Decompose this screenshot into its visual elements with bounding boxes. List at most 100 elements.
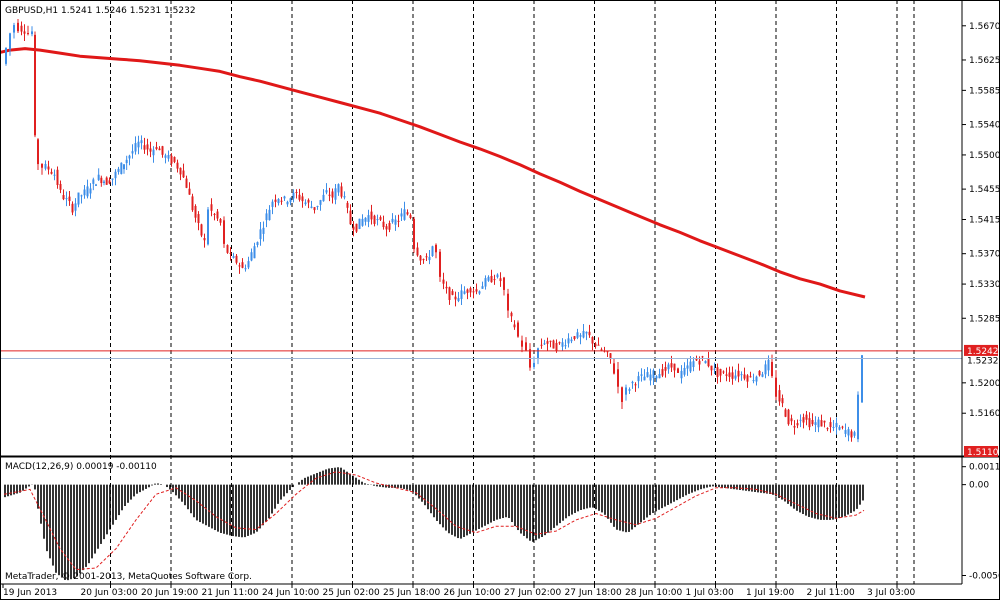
candle-body (268, 209, 271, 221)
candle-body (707, 359, 710, 367)
candle-body (406, 212, 409, 215)
candle-body (340, 186, 343, 197)
candle-body (103, 181, 105, 183)
candle-body (613, 363, 615, 374)
candle-body (31, 31, 33, 35)
moving-average-line (0, 47, 866, 299)
candle-body (250, 252, 253, 261)
candle-body (280, 200, 283, 202)
candle-body (238, 265, 241, 267)
candle-body (352, 226, 355, 230)
candle-body (34, 34, 36, 136)
candle-body (525, 342, 527, 351)
candle-body (513, 324, 516, 328)
candle-body (431, 246, 434, 256)
price-tick-label: 1.5625 (969, 56, 1000, 66)
price-axis: 1.5670 1.5625 1.5585 1.5540 1.5500 1.5455 1.54… (962, 22, 1000, 458)
candle-body (128, 155, 131, 159)
price-tick-label: 1.5585 (969, 86, 1000, 96)
candle-body (328, 194, 331, 196)
candle-body (493, 279, 496, 281)
candle-body (62, 195, 65, 200)
candle-body (319, 200, 322, 205)
candle-body (549, 340, 552, 342)
time-tick-label: 20 Jun 03:00 (81, 588, 138, 598)
candle-body (232, 256, 235, 258)
candle-body (325, 190, 328, 193)
candle-body (316, 205, 319, 207)
candle-body (558, 342, 561, 344)
candle-body (253, 246, 256, 259)
candle-body (466, 289, 469, 293)
candle-body (197, 214, 200, 224)
candle-body (388, 222, 391, 230)
candle-body (857, 394, 859, 440)
candle-body (817, 419, 820, 428)
candle-body (655, 376, 658, 379)
macd-panel[interactable]: MACD(12,26,9) 0.00019 -0.00110 MetaTrade… (3, 462, 865, 582)
candle-body (277, 199, 280, 204)
candle-body (416, 247, 419, 256)
candle-body (861, 355, 863, 403)
candle-body (439, 251, 441, 277)
candle-body (111, 178, 114, 180)
macd-tick-label: -0.00567 (969, 572, 1000, 582)
candle-body (235, 255, 238, 263)
candle-body (100, 177, 103, 184)
candle-body (710, 365, 713, 371)
candle-body (419, 255, 422, 261)
candle-body (143, 145, 146, 150)
candle-body (5, 48, 7, 64)
candle-body (740, 374, 743, 376)
candle-body (628, 389, 631, 391)
candle-body (313, 207, 316, 211)
candle-body (120, 162, 123, 174)
candle-body (778, 390, 781, 402)
candle-body (796, 423, 799, 426)
candle-body (361, 218, 364, 226)
candle-body (781, 398, 784, 404)
candle-body (47, 166, 50, 170)
candle-body (475, 289, 478, 292)
candle-body (334, 188, 337, 200)
candle-body (442, 279, 445, 284)
candle-body (484, 278, 487, 287)
candle-body (746, 375, 749, 382)
time-tick-label: 24 Jun 10:00 (262, 588, 319, 598)
candle-body (640, 374, 643, 376)
bid-price-label: 1.5242 (967, 347, 999, 357)
candle-body (50, 171, 53, 174)
price-tick-label: 1.5285 (969, 314, 1000, 324)
candle-body (634, 384, 637, 386)
candle-body (546, 341, 549, 344)
candle-body (537, 348, 539, 359)
candle-body (496, 274, 499, 278)
candle-body (510, 312, 513, 317)
candle-body (146, 144, 149, 150)
candle-body (262, 227, 265, 234)
candle-body (355, 223, 358, 232)
candle-body (631, 381, 634, 384)
price-tick-label: 1.5160 (969, 409, 1000, 419)
candle-body (713, 368, 716, 370)
time-tick-label: 20 Jun 19:00 (141, 588, 198, 598)
candle-body (451, 291, 454, 295)
candle-body (844, 430, 847, 434)
candle-body (223, 220, 225, 244)
candle-body (108, 180, 111, 184)
candle-body (591, 337, 594, 344)
candle-body (731, 372, 734, 379)
candle-body (790, 418, 793, 422)
candle-body (658, 374, 661, 379)
candle-body (472, 291, 475, 293)
candle-body (343, 196, 346, 198)
candle-body (114, 171, 117, 179)
candle-body (13, 25, 15, 33)
candle-body (521, 340, 523, 347)
candle-body (179, 167, 182, 175)
candle-body (161, 146, 164, 155)
candle-body (394, 219, 397, 225)
candle-body (643, 376, 646, 381)
candle-body (337, 184, 340, 193)
